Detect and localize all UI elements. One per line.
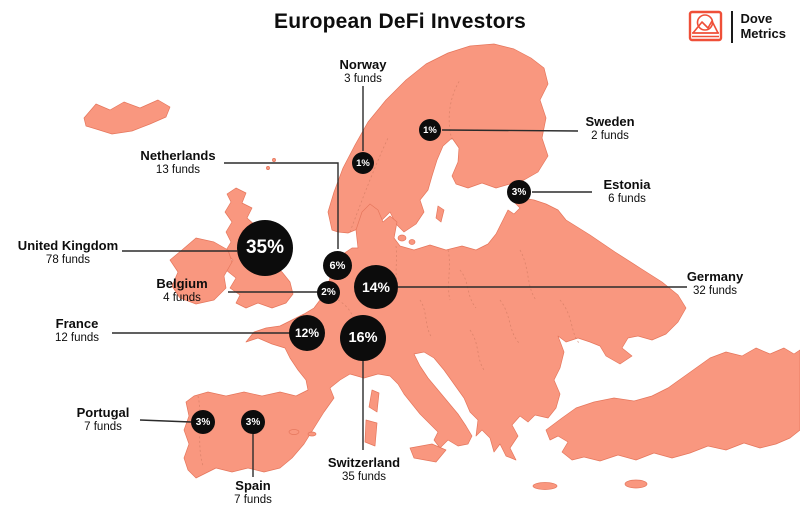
- land-cyprus: [624, 479, 648, 489]
- label-switzerland: Switzerland 35 funds: [327, 455, 401, 483]
- bubble-switzerland: 16%: [340, 315, 386, 361]
- label-sweden: Sweden 2 funds: [585, 114, 635, 142]
- land-continent: [183, 197, 687, 479]
- bubble-netherlands: 6%: [323, 251, 352, 280]
- land-mallorca: [288, 429, 300, 435]
- label-spain: Spain 7 funds: [234, 478, 272, 506]
- label-norway: Norway 3 funds: [339, 57, 387, 85]
- logo-line1: Dove: [740, 10, 773, 26]
- land-funen: [408, 239, 416, 245]
- bubble-belgium: 2%: [317, 281, 340, 304]
- line-portugal: [139, 419, 192, 423]
- land-turkey: [545, 347, 800, 462]
- land-crete: [532, 482, 558, 490]
- bubble-portugal: 3%: [191, 410, 215, 434]
- landmasses: [83, 43, 800, 490]
- logo-wordmark: Dove Metrics: [740, 10, 786, 41]
- label-portugal: Portugal 7 funds: [76, 405, 130, 433]
- bubble-france: 12%: [289, 315, 325, 351]
- bubble-germany: 14%: [354, 265, 398, 309]
- label-belgium: Belgium 4 funds: [156, 276, 208, 304]
- bubble-sweden: 1%: [419, 119, 441, 141]
- land-corsica: [368, 389, 380, 413]
- land-ireland: [169, 237, 233, 305]
- land-sicily: [409, 443, 447, 463]
- logo-line2: Metrics: [740, 25, 786, 41]
- line-sweden: [441, 129, 579, 132]
- label-france: France 12 funds: [54, 316, 100, 344]
- bubble-norway: 1%: [352, 152, 374, 174]
- land-sardinia: [364, 419, 378, 447]
- land-gotland: [435, 205, 445, 223]
- land-menorca: [307, 431, 317, 437]
- land-shetland-2: [272, 158, 276, 162]
- leader-lines: [112, 86, 687, 477]
- bubble-spain: 3%: [241, 410, 265, 434]
- page-title: European DeFi Investors: [274, 10, 526, 33]
- logo-divider: [731, 10, 734, 43]
- label-germany: Germany 32 funds: [686, 269, 744, 297]
- land-zealand: [397, 234, 407, 242]
- land-shetland-1: [266, 166, 270, 170]
- land-iceland: [83, 99, 171, 135]
- dove-metrics-logo: Dove Metrics: [688, 10, 786, 43]
- bubble-estonia: 3%: [507, 180, 531, 204]
- label-netherlands: Netherlands 13 funds: [140, 148, 216, 176]
- line-netherlands: [224, 162, 339, 249]
- label-united-kingdom: United Kingdom 78 funds: [17, 238, 119, 266]
- dove-mountain-icon: [689, 10, 723, 42]
- bubble-united-kingdom: 35%: [237, 220, 293, 276]
- label-estonia: Estonia 6 funds: [603, 177, 651, 205]
